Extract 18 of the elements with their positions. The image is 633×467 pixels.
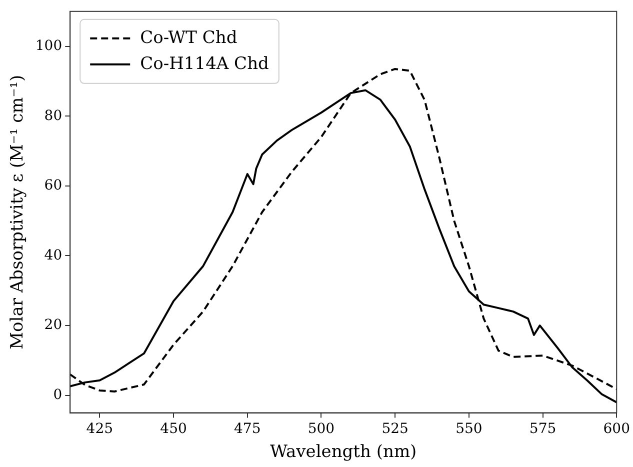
x-tick-label: 425 [86,420,114,437]
x-tick-label: 525 [382,420,408,437]
y-axis-title: Molar Absorptivity ε (M⁻¹ cm⁻¹) [8,74,28,350]
x-tick-label: 600 [603,420,630,437]
x-tick-label: 475 [234,420,261,437]
x-tick-label: 500 [308,420,335,437]
y-tick-label: 40 [44,247,62,264]
legend-label: Co-WT Chd [140,28,238,48]
legend-label: Co-H114A Chd [140,54,270,74]
y-tick-label: 80 [44,108,62,124]
x-axis-title: Wavelength (nm) [270,442,417,462]
y-tick-label: 60 [44,178,62,194]
x-tick-label: 575 [529,420,556,437]
y-tick-label: 100 [35,38,62,54]
y-tick-label: 0 [53,386,62,403]
x-tick-label: 450 [160,420,187,437]
y-tick-label: 20 [44,317,62,334]
x-tick-label: 550 [456,420,482,437]
